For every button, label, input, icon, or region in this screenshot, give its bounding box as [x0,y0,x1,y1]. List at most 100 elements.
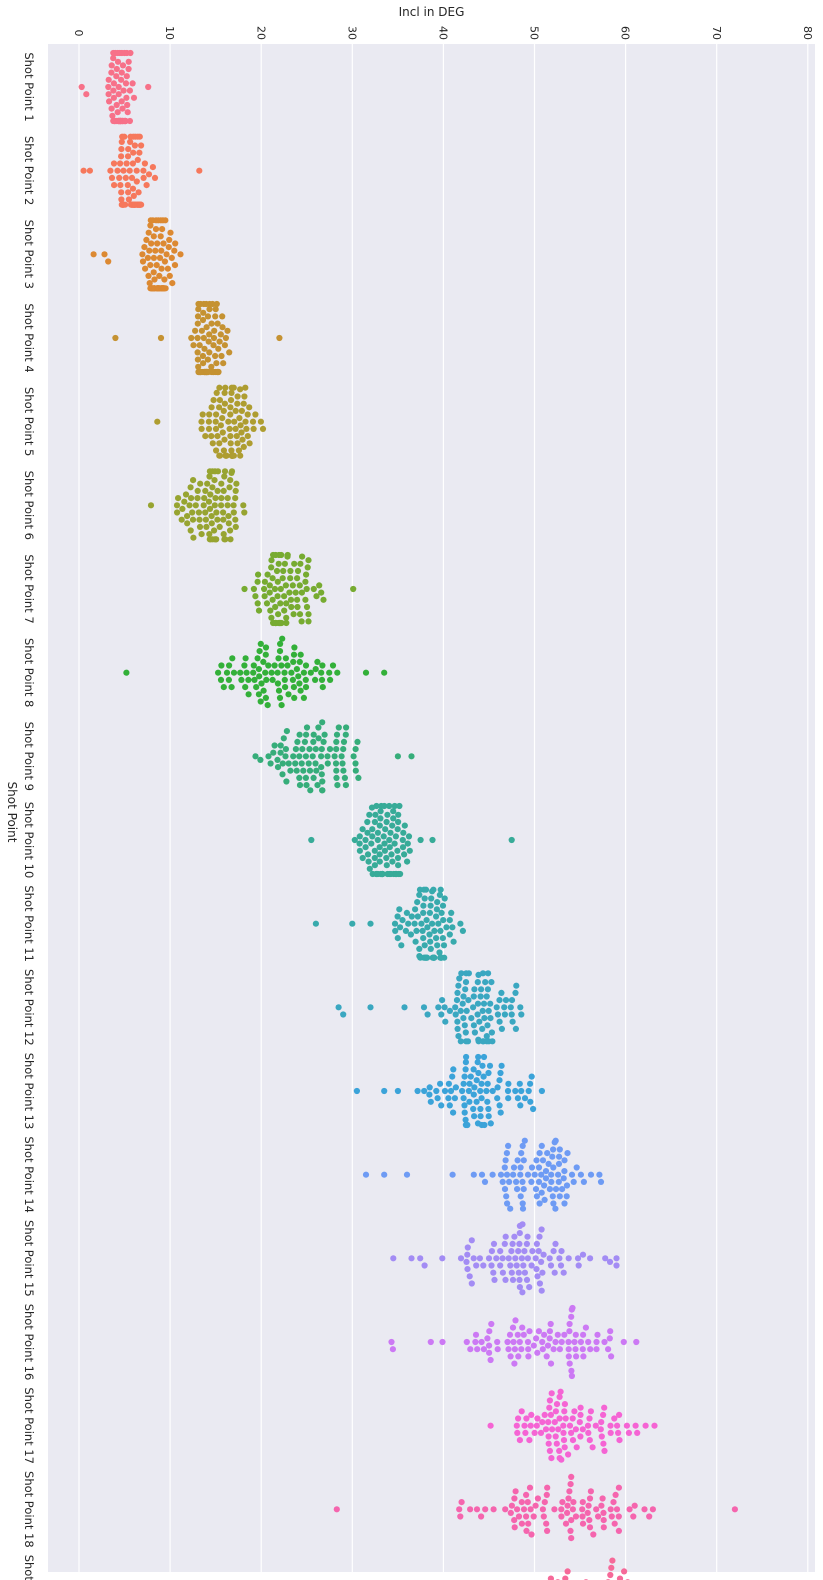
data-point [251,676,258,684]
data-point [306,767,314,774]
data-point [466,1273,473,1280]
data-point [152,226,160,233]
data-point [556,1153,563,1160]
data-point [268,669,275,676]
data-point [600,1509,607,1516]
data-point [269,575,276,582]
data-point [538,1189,545,1196]
data-point [560,1269,567,1276]
data-point [312,666,319,673]
data-point [383,854,390,862]
data-point [505,1346,512,1353]
data-point [296,782,304,789]
data-point [521,1269,529,1276]
data-point [133,178,140,185]
data-point [318,746,325,753]
data-point [287,567,294,575]
data-point [216,384,223,391]
data-point [572,1331,579,1338]
data-point [220,509,227,516]
data-point [395,811,402,818]
data-point [252,593,259,600]
data-point [586,1517,593,1524]
data-point [600,1411,607,1418]
data-point [564,1568,571,1575]
data-point [161,276,168,283]
data-point [352,767,359,774]
data-point [608,1564,615,1571]
data-point [534,1273,541,1280]
data-point [480,1262,487,1269]
data-point [158,247,165,254]
data-point [302,596,309,603]
data-point [421,1262,428,1269]
data-point [508,1269,515,1276]
data-point [240,443,247,450]
data-point [120,87,127,94]
data-point [162,285,169,292]
data-point [166,236,173,243]
data-point [562,1575,569,1580]
data-point [427,938,434,945]
data-point [288,603,295,611]
data-point [548,1455,555,1462]
data-point [524,1499,531,1506]
data-point [518,1520,526,1527]
data-point [462,1116,469,1123]
data-point [279,575,286,582]
data-point [485,1007,492,1015]
data-point [443,924,450,931]
data-point [511,1360,518,1367]
data-point [568,1372,576,1380]
data-point [570,1178,577,1185]
data-point [290,611,297,618]
data-point [162,217,169,224]
data-point [585,1502,592,1509]
data-point [453,997,461,1004]
data-point [282,655,289,662]
data-point [543,1491,550,1498]
data-point [298,618,305,625]
data-point [395,818,402,826]
data-point [555,1178,562,1185]
data-point [118,189,125,196]
data-point [520,1331,527,1338]
data-point [320,596,327,603]
data-point [242,655,249,662]
data-point [230,502,237,509]
data-point [145,272,152,279]
data-point [242,684,249,691]
data-point [593,1506,600,1513]
data-point [558,1338,565,1346]
data-point [187,484,194,491]
data-point [491,1276,498,1283]
data-point [274,578,281,585]
data-point [498,1062,505,1069]
data-point [463,1338,470,1346]
data-point [294,575,301,582]
data-point [557,1388,564,1395]
data-point [568,1171,576,1178]
data-point [414,1087,421,1095]
data-point [296,731,303,738]
data-point [145,229,152,236]
data-point [615,1513,622,1520]
data-point [548,1171,555,1178]
data-point [277,585,284,593]
data-point [113,73,120,80]
data-point [519,1200,526,1207]
data-point [218,495,225,502]
data-point [488,1262,495,1269]
data-point [541,1331,548,1338]
data-point [295,673,302,680]
data-point [496,997,503,1004]
data-point [445,1095,452,1102]
data-point [305,760,312,767]
data-point [516,1437,524,1444]
data-point [480,1073,487,1080]
data-point [501,1011,508,1018]
data-point [528,1073,535,1080]
data-point [213,509,220,516]
data-point [587,1408,595,1415]
data-point [168,254,175,261]
